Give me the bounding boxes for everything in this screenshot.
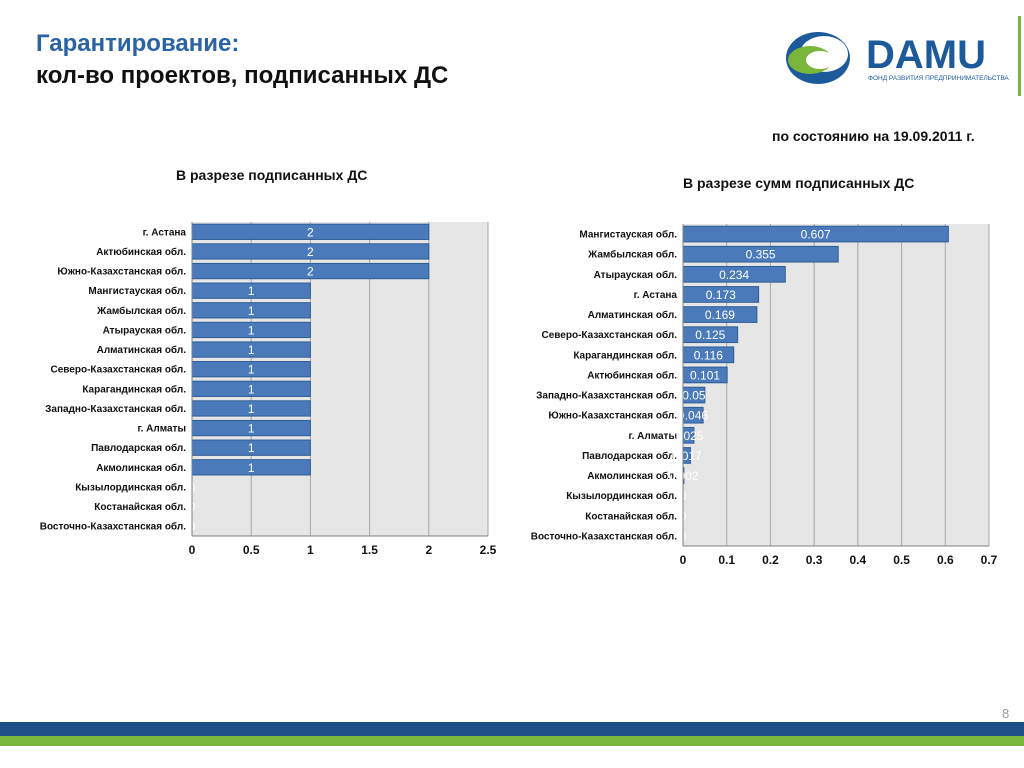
category-label: Атырауская обл. bbox=[103, 324, 187, 336]
category-label: Алматинская обл. bbox=[588, 309, 678, 321]
category-label: Актюбинская обл. bbox=[96, 246, 186, 258]
category-label: Жамбылская обл. bbox=[96, 305, 186, 317]
category-label: Южно-Казахстанская обл. bbox=[57, 266, 186, 278]
bar-data-label: 0.234 bbox=[719, 268, 749, 282]
damu-logo: DAMU ФОНД РАЗВИТИЯ ПРЕДПРИНИМАТЕЛЬСТВА bbox=[786, 32, 1009, 84]
category-label: г. Алматы bbox=[137, 424, 186, 435]
chart-right-title: В разрезе сумм подписанных ДС bbox=[683, 175, 915, 191]
category-label: Костанайская обл. bbox=[94, 501, 186, 513]
category-label: г. Алматы bbox=[628, 431, 677, 442]
category-label: Западно-Казахстанская обл. bbox=[45, 403, 186, 415]
bar-data-label: 0.125 bbox=[695, 328, 725, 342]
x-tick-label: 0.7 bbox=[981, 553, 998, 567]
category-label: Акмолинская обл. bbox=[587, 470, 677, 482]
bar-data-label: 0.017 bbox=[672, 449, 702, 463]
bar-data-label: 0.355 bbox=[746, 248, 776, 262]
bar-data-label: 2 bbox=[307, 225, 314, 239]
bar-data-label: 1 bbox=[248, 304, 255, 318]
x-tick-label: 2.5 bbox=[480, 543, 497, 557]
bar-data-label: 1 bbox=[248, 461, 255, 475]
footer-green-stripe bbox=[0, 736, 1024, 746]
bar-data-label: 2 bbox=[307, 265, 314, 279]
category-label: Северо-Казахстанская обл. bbox=[542, 329, 678, 341]
category-label: Мангистауская обл. bbox=[88, 285, 186, 297]
x-tick-label: 0.1 bbox=[718, 553, 735, 567]
x-tick-label: 0.5 bbox=[893, 553, 910, 567]
x-tick-label: 2 bbox=[425, 543, 432, 557]
category-label: Павлодарская обл. bbox=[91, 442, 186, 454]
category-label: Западно-Казахстанская обл. bbox=[536, 390, 677, 402]
bar-data-label: 1 bbox=[248, 402, 255, 416]
bar-data-label: 1 bbox=[248, 441, 255, 455]
chart-signed-sums: 0 0.1 0.2 0.3 0.4 0.5 0.6 0.7 Мангистауская обл.… bbox=[531, 224, 998, 567]
category-label: Восточно-Казахстанская обл. bbox=[531, 530, 677, 542]
bar-data-label: 2 bbox=[307, 245, 314, 259]
x-tick-label: 0.3 bbox=[806, 553, 823, 567]
bar-data-label: 1 bbox=[248, 363, 255, 377]
chart-left-title: В разрезе подписанных ДС bbox=[176, 167, 368, 183]
category-label: Мангистауская обл. bbox=[579, 229, 677, 241]
x-tick-label: 0.6 bbox=[937, 553, 954, 567]
category-label: Карагандинская обл. bbox=[573, 349, 677, 361]
x-tick-label: 1 bbox=[307, 543, 314, 557]
category-label: Южно-Казахстанская обл. bbox=[548, 410, 677, 422]
bar-data-label: 1 bbox=[248, 382, 255, 396]
bar-data-label: 1 bbox=[248, 422, 255, 436]
category-label: г. Астана bbox=[634, 290, 678, 301]
bar-data-label: 1 bbox=[248, 284, 255, 298]
bar-data-label: 1 bbox=[248, 323, 255, 337]
category-label: Кызылординская обл. bbox=[566, 490, 677, 502]
logo-text: DAMU bbox=[866, 33, 986, 77]
category-label: Кызылординская обл. bbox=[75, 481, 186, 493]
category-label: г. Астана bbox=[143, 227, 187, 238]
category-label: Костанайская обл. bbox=[585, 510, 677, 522]
x-tick-label: 0.4 bbox=[850, 553, 867, 567]
as-of-date: по состоянию на 19.09.2011 г. bbox=[772, 128, 975, 144]
logo-swirl-icon bbox=[786, 32, 850, 84]
logo-accent-bar bbox=[1018, 16, 1021, 96]
x-tick-label: 0.5 bbox=[243, 543, 260, 557]
category-label: Карагандинская обл. bbox=[82, 383, 186, 395]
bar-data-label: 1 bbox=[248, 343, 255, 357]
bar-data-label: 0.05 bbox=[682, 389, 706, 403]
bar-data-label: 0.169 bbox=[705, 308, 735, 322]
category-label: Северо-Казахстанская обл. bbox=[51, 364, 187, 376]
category-label: Акмолинская обл. bbox=[96, 462, 186, 474]
bar-data-label: 0.607 bbox=[801, 228, 831, 242]
bar-data-label: 0.101 bbox=[690, 368, 720, 382]
x-tick-label: 0 bbox=[189, 543, 196, 557]
bar-data-label: 0.002 bbox=[668, 469, 698, 483]
slide-title: Гарантирование: bbox=[36, 30, 240, 57]
x-tick-label: 1.5 bbox=[361, 543, 378, 557]
category-label: Павлодарская обл. bbox=[582, 450, 677, 462]
x-tick-label: 0 bbox=[680, 553, 687, 567]
category-label: Алматинская обл. bbox=[97, 344, 187, 356]
bar-data-label: 0.116 bbox=[694, 348, 723, 362]
category-label: Жамбылская обл. bbox=[587, 249, 677, 261]
bar-data-label: 0.025 bbox=[673, 429, 703, 443]
category-label: Восточно-Казахстанская обл. bbox=[40, 521, 186, 533]
bar-data-label: 0.173 bbox=[706, 288, 736, 302]
page-number: 8 bbox=[1002, 706, 1010, 721]
category-label: Атырауская обл. bbox=[594, 269, 678, 281]
category-label: Актюбинская обл. bbox=[587, 369, 677, 381]
footer-blue-stripe bbox=[0, 722, 1024, 736]
x-tick-label: 0.2 bbox=[762, 553, 779, 567]
slide-subtitle: кол-во проектов, подписанных ДС bbox=[36, 62, 449, 89]
bar-data-label: 0.046 bbox=[678, 409, 708, 423]
chart-signed-count: 0 0.5 1 1.5 2 2.5 г. Астана 2 Актюбинская обл. 2 Ю… bbox=[40, 222, 497, 557]
logo-subtitle: ФОНД РАЗВИТИЯ ПРЕДПРИНИМАТЕЛЬСТВА bbox=[868, 75, 1009, 82]
